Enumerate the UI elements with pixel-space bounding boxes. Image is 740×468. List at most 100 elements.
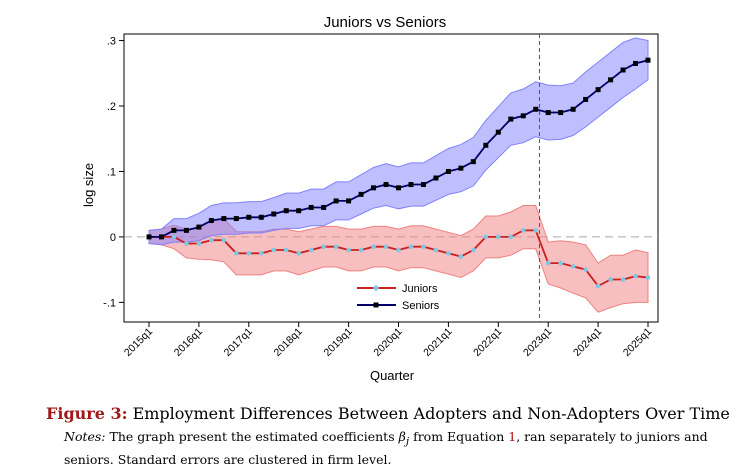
figure-title: Employment Differences Between Adopters … <box>132 404 730 423</box>
juniors-point <box>620 277 626 282</box>
seniors-point <box>595 87 601 93</box>
juniors-point <box>608 277 613 282</box>
seniors-point <box>608 77 614 83</box>
seniors-point <box>221 216 227 222</box>
seniors-point <box>208 218 214 224</box>
x-tick-label: 2020q1 <box>371 326 404 359</box>
notes-text-2: from Equation <box>413 429 505 444</box>
juniors-point <box>258 250 264 256</box>
seniors-point <box>433 175 439 181</box>
seniors-point <box>333 198 339 204</box>
juniors-point <box>396 247 401 253</box>
seniors-confidence-band <box>148 37 649 246</box>
juniors-point <box>533 228 539 233</box>
juniors-point <box>371 244 376 250</box>
juniors-point <box>283 247 289 253</box>
seniors-point <box>645 57 651 63</box>
seniors-point <box>495 129 501 135</box>
notes-text-3: , ran separately to juniors and seniors.… <box>64 429 708 467</box>
x-axis-label: Quarter <box>370 368 415 383</box>
juniors-point <box>570 264 576 269</box>
x-tick-label: 2025q1 <box>621 326 654 359</box>
seniors-point <box>420 182 426 188</box>
x-tick-label: 2015q1 <box>122 326 155 359</box>
juniors-point <box>446 250 451 256</box>
juniors-point <box>383 244 389 250</box>
figure-caption: Figure 3: Employment Differences Between… <box>46 404 730 468</box>
seniors-point <box>196 224 202 230</box>
juniors-point <box>171 234 177 240</box>
seniors-point <box>383 182 389 188</box>
x-tick-label: 2019q1 <box>321 326 354 359</box>
y-tick-label: -.1 <box>103 297 116 309</box>
seniors-point <box>158 234 164 240</box>
seniors-point <box>520 113 526 119</box>
seniors-point <box>371 185 377 191</box>
juniors-point <box>558 260 563 266</box>
seniors-point <box>233 216 239 222</box>
seniors-point <box>271 211 277 217</box>
seniors-point <box>396 185 401 191</box>
juniors-point <box>645 275 651 280</box>
juniors-point <box>483 234 489 240</box>
y-tick-label: .2 <box>107 101 116 113</box>
seniors-point <box>458 165 464 171</box>
juniors-point <box>184 241 189 246</box>
x-tick-label: 2018q1 <box>272 326 305 359</box>
juniors-point <box>496 234 501 240</box>
seniors-point <box>483 142 489 148</box>
juniors-point <box>545 260 551 266</box>
x-tick-label: 2017q1 <box>222 326 255 359</box>
legend: Juniors Seniors <box>357 283 440 312</box>
seniors-point <box>296 208 302 214</box>
juniors-point <box>458 254 464 259</box>
notes-text-1: The graph present the estimated coeffici… <box>109 429 395 444</box>
juniors-point <box>296 250 302 256</box>
seniors-point <box>358 191 364 197</box>
juniors-point <box>346 247 351 253</box>
juniors-point <box>433 247 439 253</box>
x-tick-label: 2021q1 <box>421 326 454 359</box>
seniors-point <box>146 234 152 240</box>
juniors-point <box>408 244 414 250</box>
legend-seniors-marker <box>373 302 379 308</box>
x-tick-label: 2023q1 <box>521 326 554 359</box>
chart-title: Juniors vs Seniors <box>324 14 447 31</box>
seniors-point <box>620 67 626 73</box>
juniors-point <box>595 283 601 289</box>
juniors-point <box>209 237 214 243</box>
beta-subscript: j <box>405 435 410 448</box>
figure-title-line: Figure 3: Employment Differences Between… <box>46 404 730 424</box>
notes-label: Notes: <box>64 429 106 444</box>
juniors-point <box>633 273 638 279</box>
beta-symbol: β <box>398 429 406 444</box>
x-tick-label: 2016q1 <box>172 326 205 359</box>
seniors-point <box>470 159 476 165</box>
seniors-point <box>283 208 289 214</box>
juniors-point <box>321 244 326 250</box>
juniors-point <box>471 247 476 253</box>
seniors-point <box>183 227 189 233</box>
seniors-point <box>545 110 551 116</box>
y-tick-label: .3 <box>107 36 116 48</box>
figure-notes: Notes: The graph present the estimated c… <box>64 428 726 468</box>
seniors-point <box>558 110 564 116</box>
x-tick-label: 2024q1 <box>571 326 604 359</box>
legend-juniors-label: Juniors <box>402 283 438 295</box>
juniors-point <box>271 247 277 253</box>
seniors-point <box>346 198 352 204</box>
juniors-point <box>246 250 252 256</box>
y-tick-label: .1 <box>107 166 116 178</box>
seniors-point <box>171 227 177 233</box>
seniors-point <box>321 204 327 210</box>
x-tick-label: 2022q1 <box>471 326 504 359</box>
seniors-point <box>533 106 539 112</box>
seniors-point <box>246 214 252 220</box>
seniors-point <box>445 168 451 174</box>
equation-reference-link[interactable]: 1 <box>508 429 517 444</box>
juniors-point <box>333 244 339 250</box>
seniors-point <box>508 116 514 122</box>
seniors-point <box>583 96 589 102</box>
y-axis-label: log size <box>81 163 96 207</box>
seniors-point <box>633 60 639 66</box>
